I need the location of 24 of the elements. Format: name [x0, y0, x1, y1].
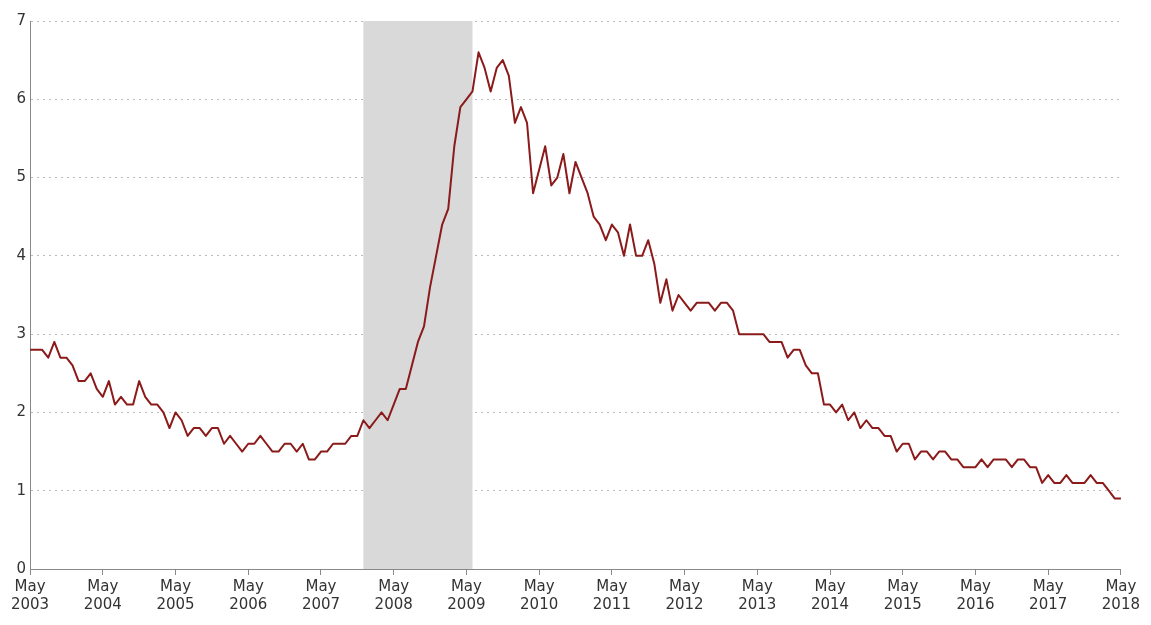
x-tick-label: May 2018 — [1101, 576, 1141, 613]
x-tick-label: May 2005 — [156, 576, 195, 613]
x-tick-label: May 2017 — [1029, 576, 1068, 613]
x-tick-label: May 2011 — [592, 576, 631, 613]
x-tick-label: May 2006 — [229, 576, 268, 613]
x-tick-label: May 2012 — [665, 576, 704, 613]
x-tick-label: May 2003 — [10, 576, 50, 613]
x-tick-label: May 2013 — [738, 576, 777, 613]
x-tick-label: May 2008 — [374, 576, 413, 613]
x-tick-label: May 2004 — [83, 576, 122, 613]
x-tick-label: May 2014 — [810, 576, 850, 613]
y-tick-label: 1 — [16, 480, 27, 499]
y-tick-label: 3 — [16, 324, 27, 343]
x-tick-label: May 2009 — [447, 576, 486, 613]
x-tick-label: May 2010 — [520, 576, 559, 613]
x-tick-label: May 2016 — [956, 576, 995, 613]
x-tick-label: May 2007 — [301, 576, 341, 613]
x-tick-label: May 2015 — [883, 576, 922, 613]
y-tick-label: 5 — [16, 167, 27, 186]
y-tick-label: 6 — [16, 89, 27, 108]
y-tick-label: 2 — [16, 402, 27, 421]
y-tick-label: 0 — [16, 558, 27, 577]
y-tick-label: 7 — [16, 10, 27, 29]
y-tick-label: 4 — [16, 245, 27, 264]
